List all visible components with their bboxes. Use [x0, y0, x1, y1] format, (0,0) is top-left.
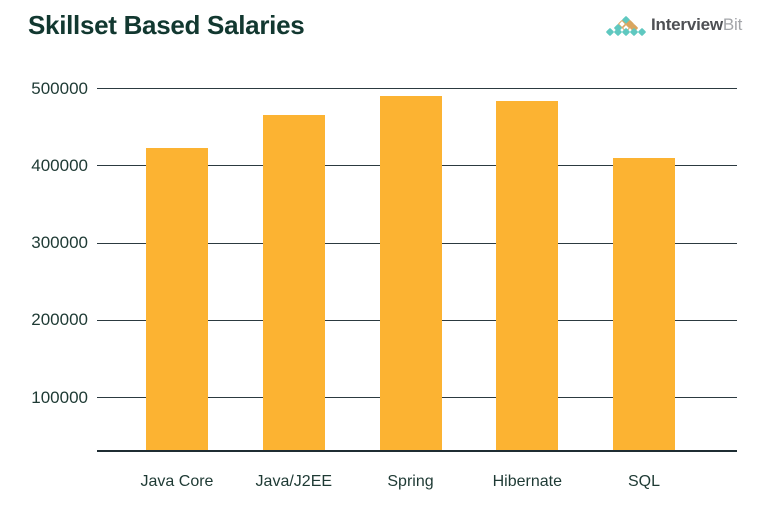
logo-text-interview: Interview [651, 15, 723, 34]
x-label-java-j2ee: Java/J2EE [255, 473, 333, 490]
bar-sql [613, 158, 675, 451]
bar-java-j2ee [262, 115, 325, 451]
x-label-hibernate: Hibernate [492, 473, 562, 490]
x-label-sql: SQL [627, 473, 660, 490]
bar-java-core [146, 147, 208, 451]
logo-text-bit: Bit [722, 15, 743, 34]
interviewbit-logo-text: InterviewBit [651, 15, 742, 35]
bar-spring [379, 95, 442, 451]
y-tick-label-100000: 100000 [31, 387, 88, 407]
gridline-500000 [97, 88, 737, 89]
y-tick-label-500000: 500000 [31, 78, 88, 98]
y-tick-label-200000: 200000 [31, 310, 88, 330]
x-label-spring: Spring [387, 473, 434, 490]
bar-hibernate [496, 101, 559, 451]
x-label-java-core: Java Core [140, 473, 214, 490]
interviewbit-logo: InterviewBit [605, 15, 742, 37]
x-axis-line [97, 450, 737, 452]
chart-title: Skillset Based Salaries [28, 10, 305, 40]
y-tick-label-400000: 400000 [31, 155, 88, 175]
y-tick-label-300000: 300000 [31, 233, 88, 252]
